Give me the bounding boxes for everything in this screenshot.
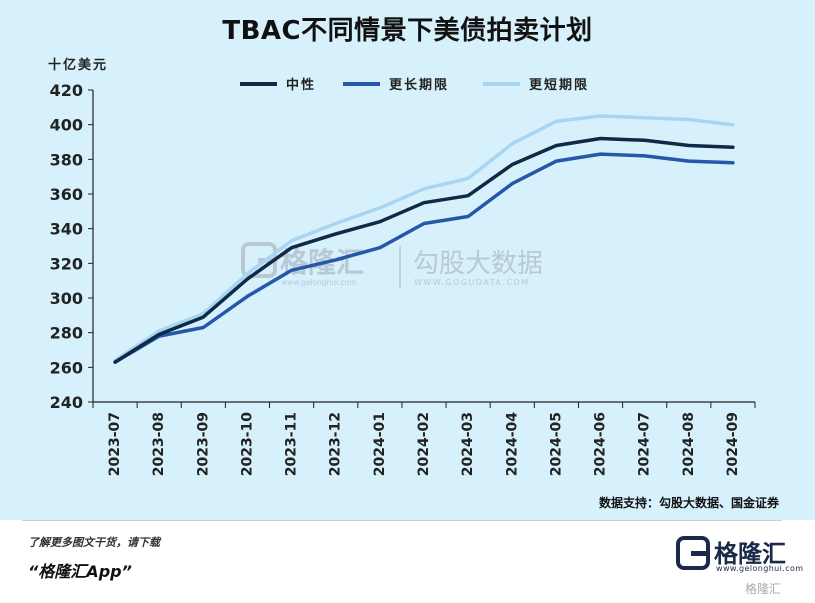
x-tick-label: 2023-11 [284,412,300,476]
y-tick-label: 320 [50,254,83,273]
brand-logo-icon [676,536,710,570]
series-line-3 [113,114,735,363]
footer-divider [22,520,782,521]
promo-text: 了解更多图文干货，请下载 [28,536,160,549]
y-tick-label: 300 [50,289,83,308]
x-tick-label: 2024-09 [725,412,741,476]
series-line-2 [113,152,735,364]
watermark-name-2: 勾股大数据 [413,249,543,279]
axes: 240 260 280 300 320 340 360 380 400 420 2023-07 202… [50,81,756,477]
watermark-url: www.gelonghui.com [281,278,357,287]
y-tick-label: 280 [50,324,83,343]
corner-watermark: 格隆汇 [745,582,782,596]
x-tick-label: 2023-07 [107,412,123,476]
brand-name: 格隆汇 [714,540,786,568]
x-tick-label: 2023-10 [239,412,255,477]
y-tick-label: 240 [50,393,83,412]
y-tick-label: 380 [50,150,83,169]
legend-item: 中性 [240,77,316,93]
legend-item: 更长期限 [343,77,449,93]
legend-label: 更短期限 [529,77,589,93]
brand-url: www.gelonghui.com [716,564,804,573]
legend-label: 中性 [286,77,316,93]
y-tick-label: 400 [50,116,83,135]
line-chart: 格隆汇 www.gelonghui.com 勾股大数据 WWW.GOGUDATA… [50,77,756,477]
y-tick-label: 420 [50,81,83,100]
x-tick-label: 2024-02 [416,412,432,476]
series-lines [113,114,735,364]
promo-app-name: “格隆汇App” [28,562,132,581]
x-tick-label: 2024-06 [593,412,609,476]
legend-label: 更长期限 [389,77,449,93]
x-tick-label: 2023-12 [328,412,344,476]
x-tick-label: 2024-07 [637,412,653,476]
y-tick-label: 360 [50,185,83,204]
x-tick-label: 2024-03 [460,412,476,476]
y-axis-unit-label: 十亿美元 [48,58,109,73]
legend: 中性 更长期限 更短期限 [240,77,589,93]
footer-banner: 了解更多图文干货，请下载 “格隆汇App” 格隆汇 www.gelonghui.… [0,520,815,603]
x-tick-label: 2024-08 [681,412,697,476]
y-tick-label: 260 [50,358,83,377]
series-line-1 [113,136,735,364]
legend-item: 更短期限 [483,77,589,93]
y-tick-label: 340 [50,220,83,239]
chart-title: TBAC不同情景下美债拍卖计划 [222,16,593,46]
x-tick-label: 2023-09 [195,412,211,476]
x-tick-label: 2023-08 [151,412,167,476]
x-tick-label: 2024-01 [372,412,388,476]
x-tick-label: 2024-05 [548,412,564,476]
watermark-url-2: WWW.GOGUDATA.COM [414,278,530,287]
x-tick-label: 2024-04 [504,412,520,477]
source-note: 数据支持：勾股大数据、国金证券 [598,496,779,510]
